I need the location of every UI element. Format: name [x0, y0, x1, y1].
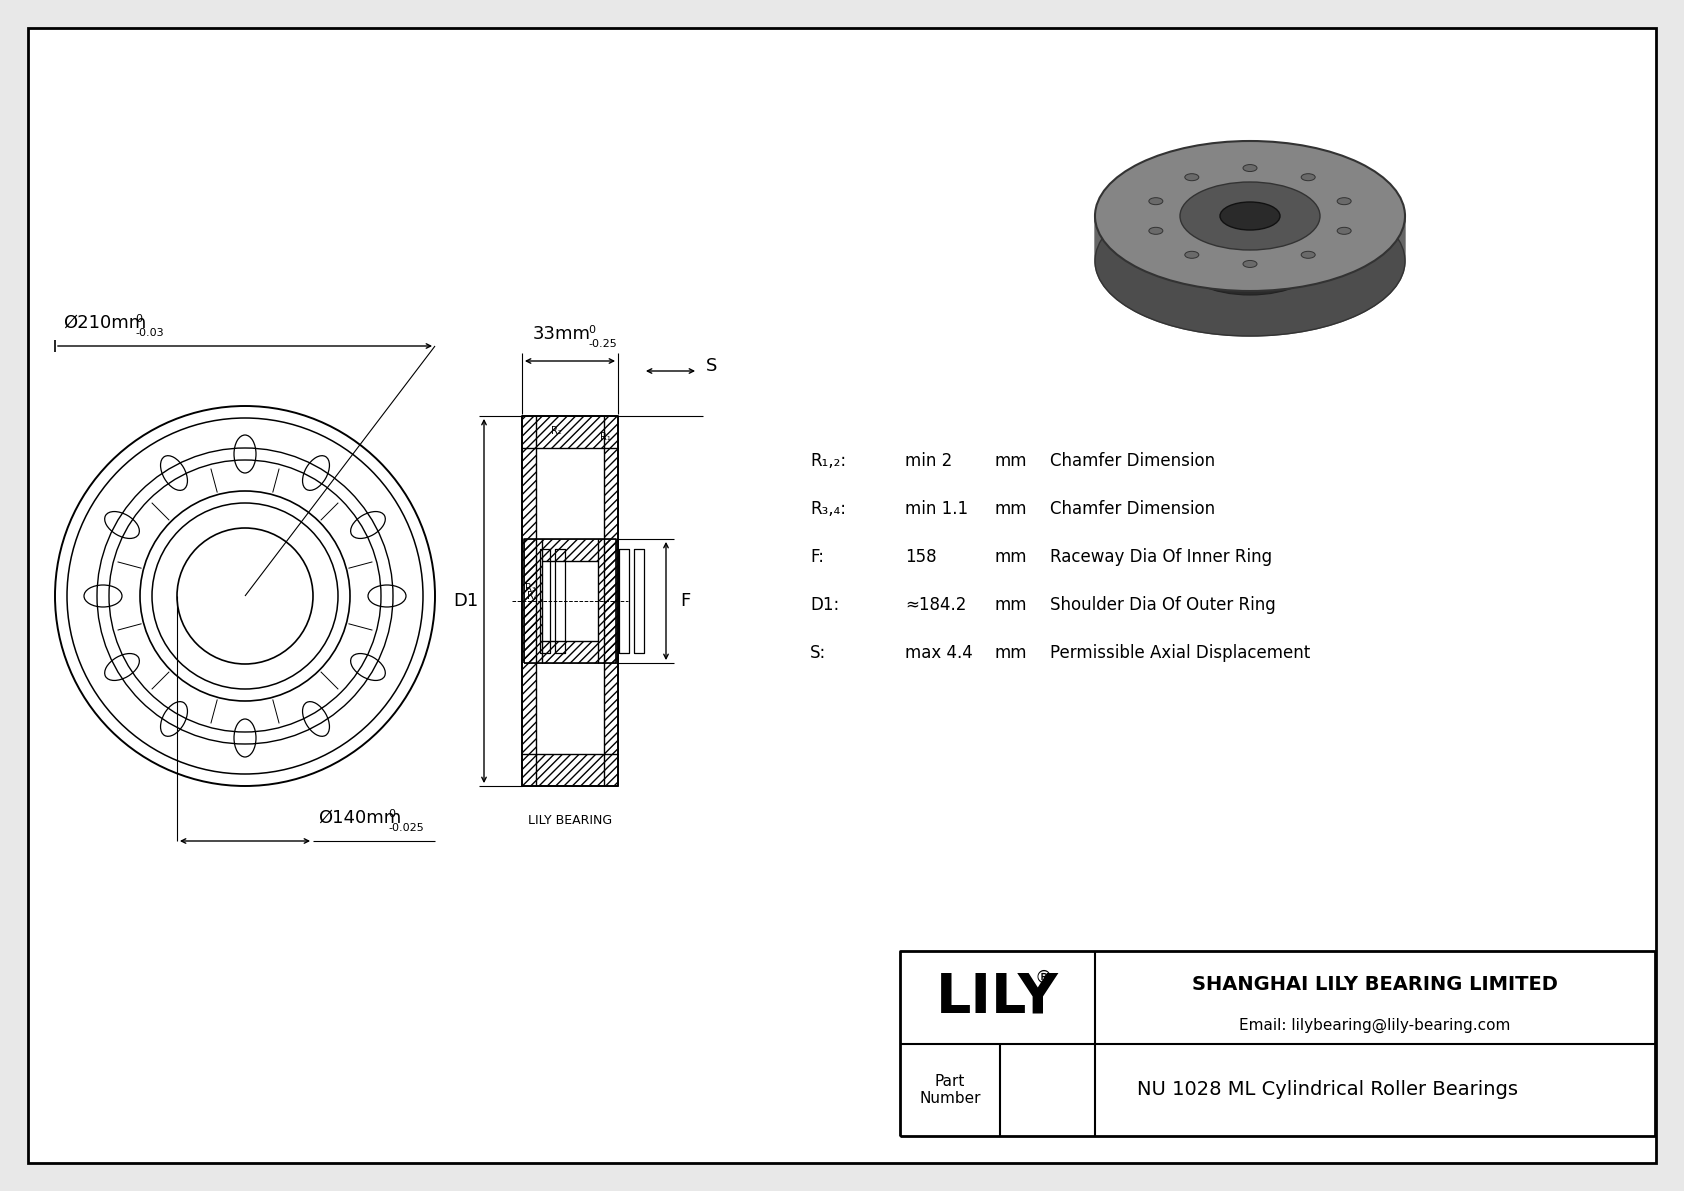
Bar: [522, 416, 618, 448]
Text: Chamfer Dimension: Chamfer Dimension: [1051, 500, 1216, 518]
Ellipse shape: [1186, 251, 1199, 258]
Text: mm: mm: [995, 596, 1027, 615]
Text: ®: ®: [1034, 968, 1052, 986]
Bar: [522, 754, 618, 786]
Text: mm: mm: [995, 644, 1027, 662]
Text: mm: mm: [995, 453, 1027, 470]
Text: 0: 0: [135, 314, 141, 324]
Text: LILY BEARING: LILY BEARING: [529, 813, 611, 827]
Ellipse shape: [1219, 247, 1280, 275]
Ellipse shape: [1186, 174, 1199, 181]
Ellipse shape: [1180, 182, 1320, 250]
Text: R₃,₄:: R₃,₄:: [810, 500, 845, 518]
Ellipse shape: [1243, 261, 1256, 268]
Bar: [542, 540, 598, 561]
Text: Part
Number: Part Number: [919, 1073, 980, 1106]
Ellipse shape: [1337, 198, 1351, 205]
Text: min 1.1: min 1.1: [904, 500, 968, 518]
Text: S: S: [706, 357, 717, 375]
Bar: [524, 540, 542, 663]
Text: Permissible Axial Displacement: Permissible Axial Displacement: [1051, 644, 1310, 662]
Text: 0: 0: [387, 809, 396, 819]
Ellipse shape: [1148, 198, 1164, 205]
Text: Ø210mm: Ø210mm: [62, 314, 147, 332]
Text: 158: 158: [904, 548, 936, 566]
Text: mm: mm: [995, 500, 1027, 518]
Ellipse shape: [1302, 174, 1315, 181]
Text: D1: D1: [453, 592, 478, 610]
Ellipse shape: [1095, 141, 1404, 291]
Text: F: F: [680, 592, 690, 610]
Text: R₁,₂:: R₁,₂:: [810, 453, 845, 470]
Polygon shape: [1219, 216, 1280, 275]
Ellipse shape: [1219, 202, 1280, 230]
Text: F:: F:: [810, 548, 823, 566]
Bar: [598, 540, 616, 663]
Ellipse shape: [1337, 227, 1351, 235]
Ellipse shape: [1095, 186, 1404, 336]
Bar: [522, 448, 536, 754]
Bar: [605, 448, 618, 754]
Text: R₂: R₂: [551, 426, 561, 436]
Polygon shape: [1095, 216, 1404, 336]
Text: min 2: min 2: [904, 453, 951, 470]
Text: NU 1028 ML Cylindrical Roller Bearings: NU 1028 ML Cylindrical Roller Bearings: [1137, 1080, 1517, 1099]
Text: Shoulder Dia Of Outer Ring: Shoulder Dia Of Outer Ring: [1051, 596, 1276, 615]
Text: ≈184.2: ≈184.2: [904, 596, 967, 615]
Ellipse shape: [1302, 251, 1315, 258]
Text: SHANGHAI LILY BEARING LIMITED: SHANGHAI LILY BEARING LIMITED: [1192, 974, 1558, 993]
Ellipse shape: [1180, 227, 1320, 295]
Ellipse shape: [1148, 227, 1164, 235]
Text: Email: lilybearing@lily-bearing.com: Email: lilybearing@lily-bearing.com: [1239, 1017, 1511, 1033]
Text: R₁: R₁: [600, 432, 611, 442]
Text: R₃: R₃: [525, 584, 536, 593]
Text: Chamfer Dimension: Chamfer Dimension: [1051, 453, 1216, 470]
Ellipse shape: [1243, 164, 1256, 172]
Text: -0.03: -0.03: [135, 328, 163, 338]
Text: -0.25: -0.25: [588, 339, 616, 349]
Text: max 4.4: max 4.4: [904, 644, 973, 662]
Text: S:: S:: [810, 644, 827, 662]
Text: D1:: D1:: [810, 596, 839, 615]
Text: Raceway Dia Of Inner Ring: Raceway Dia Of Inner Ring: [1051, 548, 1271, 566]
Text: 0: 0: [588, 325, 594, 335]
Text: LILY: LILY: [936, 971, 1059, 1024]
Text: -0.025: -0.025: [387, 823, 424, 833]
Text: Ø140mm: Ø140mm: [318, 809, 401, 827]
Bar: [542, 641, 598, 663]
Text: R₄: R₄: [527, 591, 537, 601]
Text: 33mm: 33mm: [534, 325, 591, 343]
Text: mm: mm: [995, 548, 1027, 566]
